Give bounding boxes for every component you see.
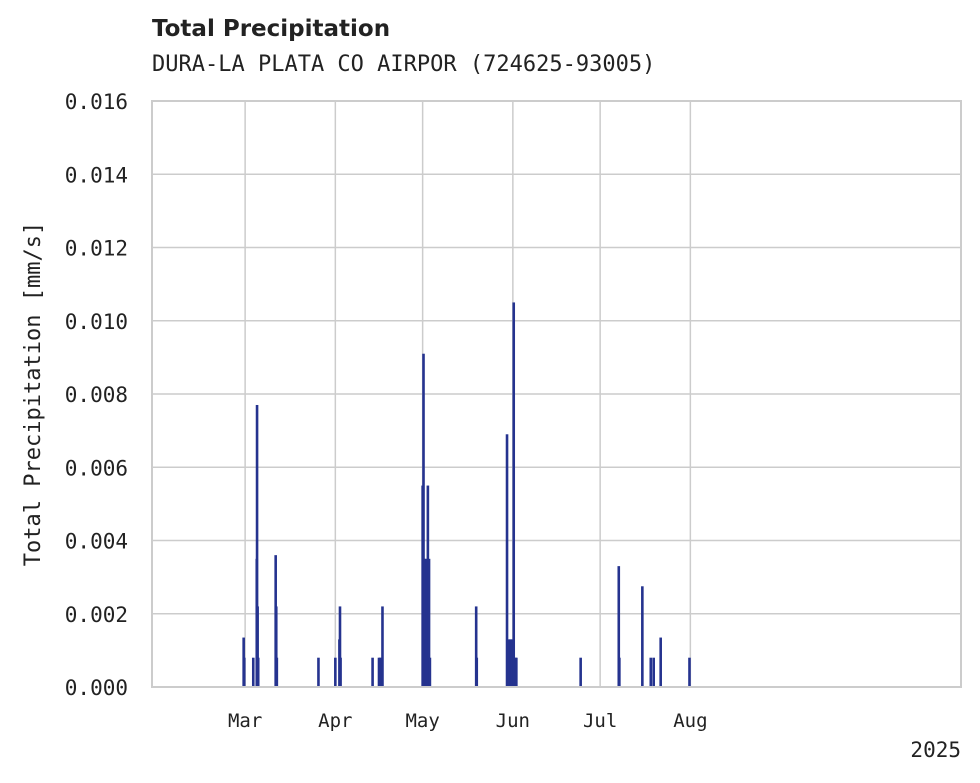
y-tick-label: 0.004 xyxy=(65,530,128,554)
precipitation-bar xyxy=(427,558,431,687)
x-tick-label: May xyxy=(405,710,439,732)
precipitation-bar xyxy=(338,606,342,687)
precipitation-bar xyxy=(317,657,320,687)
precipitation-bar xyxy=(256,606,259,687)
precipitation-bar xyxy=(579,657,582,687)
y-tick-label: 0.014 xyxy=(65,163,128,187)
precipitation-bar xyxy=(428,657,432,687)
precipitation-bar xyxy=(507,639,511,687)
y-tick-label: 0.006 xyxy=(65,456,128,480)
precipitation-bars xyxy=(242,302,691,687)
precipitation-bar xyxy=(422,353,425,687)
precipitation-bar xyxy=(688,657,691,687)
precipitation-bar xyxy=(378,657,382,687)
y-axis-label: Total Precipitation [mm/s] xyxy=(21,222,46,566)
y-tick-label: 0.000 xyxy=(65,676,128,700)
precipitation-bar xyxy=(618,657,621,687)
precipitation-bar xyxy=(339,657,342,687)
precipitation-bar xyxy=(510,639,513,687)
x-axis-tick-labels: Mar Apr May Jun Jul Aug xyxy=(228,710,708,732)
x-tick-label: Jun xyxy=(496,710,530,732)
y-tick-label: 0.012 xyxy=(65,237,128,261)
y-tick-label: 0.002 xyxy=(65,603,128,627)
precipitation-bar xyxy=(242,657,246,687)
plot-frame xyxy=(151,100,962,688)
precipitation-bar xyxy=(255,404,259,687)
precipitation-bar xyxy=(423,558,427,687)
y-tick-label: 0.008 xyxy=(65,383,128,407)
x-tick-label: Jul xyxy=(583,710,617,732)
precipitation-bar xyxy=(652,657,655,687)
precipitation-bar xyxy=(649,657,653,687)
y-tick-label: 0.016 xyxy=(65,90,128,114)
chart-title: Total Precipitation xyxy=(152,16,391,42)
grid-lines xyxy=(152,100,961,688)
y-axis-tick-labels: 0.000 0.002 0.004 0.006 0.008 0.010 0.012 0.014… xyxy=(65,90,128,700)
y-tick-label: 0.010 xyxy=(65,310,128,334)
precipitation-bar xyxy=(275,657,279,687)
x-tick-label: Mar xyxy=(228,710,262,732)
precipitation-bar xyxy=(334,657,337,687)
precipitation-bar xyxy=(381,606,384,687)
precipitation-bar xyxy=(251,657,255,687)
x-tick-label: Aug xyxy=(673,710,707,732)
precipitation-bar xyxy=(274,606,278,687)
precipitation-bar xyxy=(474,606,478,687)
precipitation-bar xyxy=(515,657,518,687)
precipitation-bar xyxy=(475,657,479,687)
x-tick-label: Apr xyxy=(318,710,352,732)
chart-subtitle: DURA-LA PLATA CO AIRPOR (724625-93005) xyxy=(152,52,656,77)
precipitation-bar xyxy=(505,434,509,687)
precipitation-bar xyxy=(371,657,374,687)
precipitation-bar xyxy=(512,302,516,687)
precipitation-bar xyxy=(641,586,644,687)
precipitation-bar xyxy=(617,566,621,687)
precipitation-bar xyxy=(256,657,260,687)
year-label: 2025 xyxy=(910,738,961,762)
precipitation-bar xyxy=(659,637,662,687)
